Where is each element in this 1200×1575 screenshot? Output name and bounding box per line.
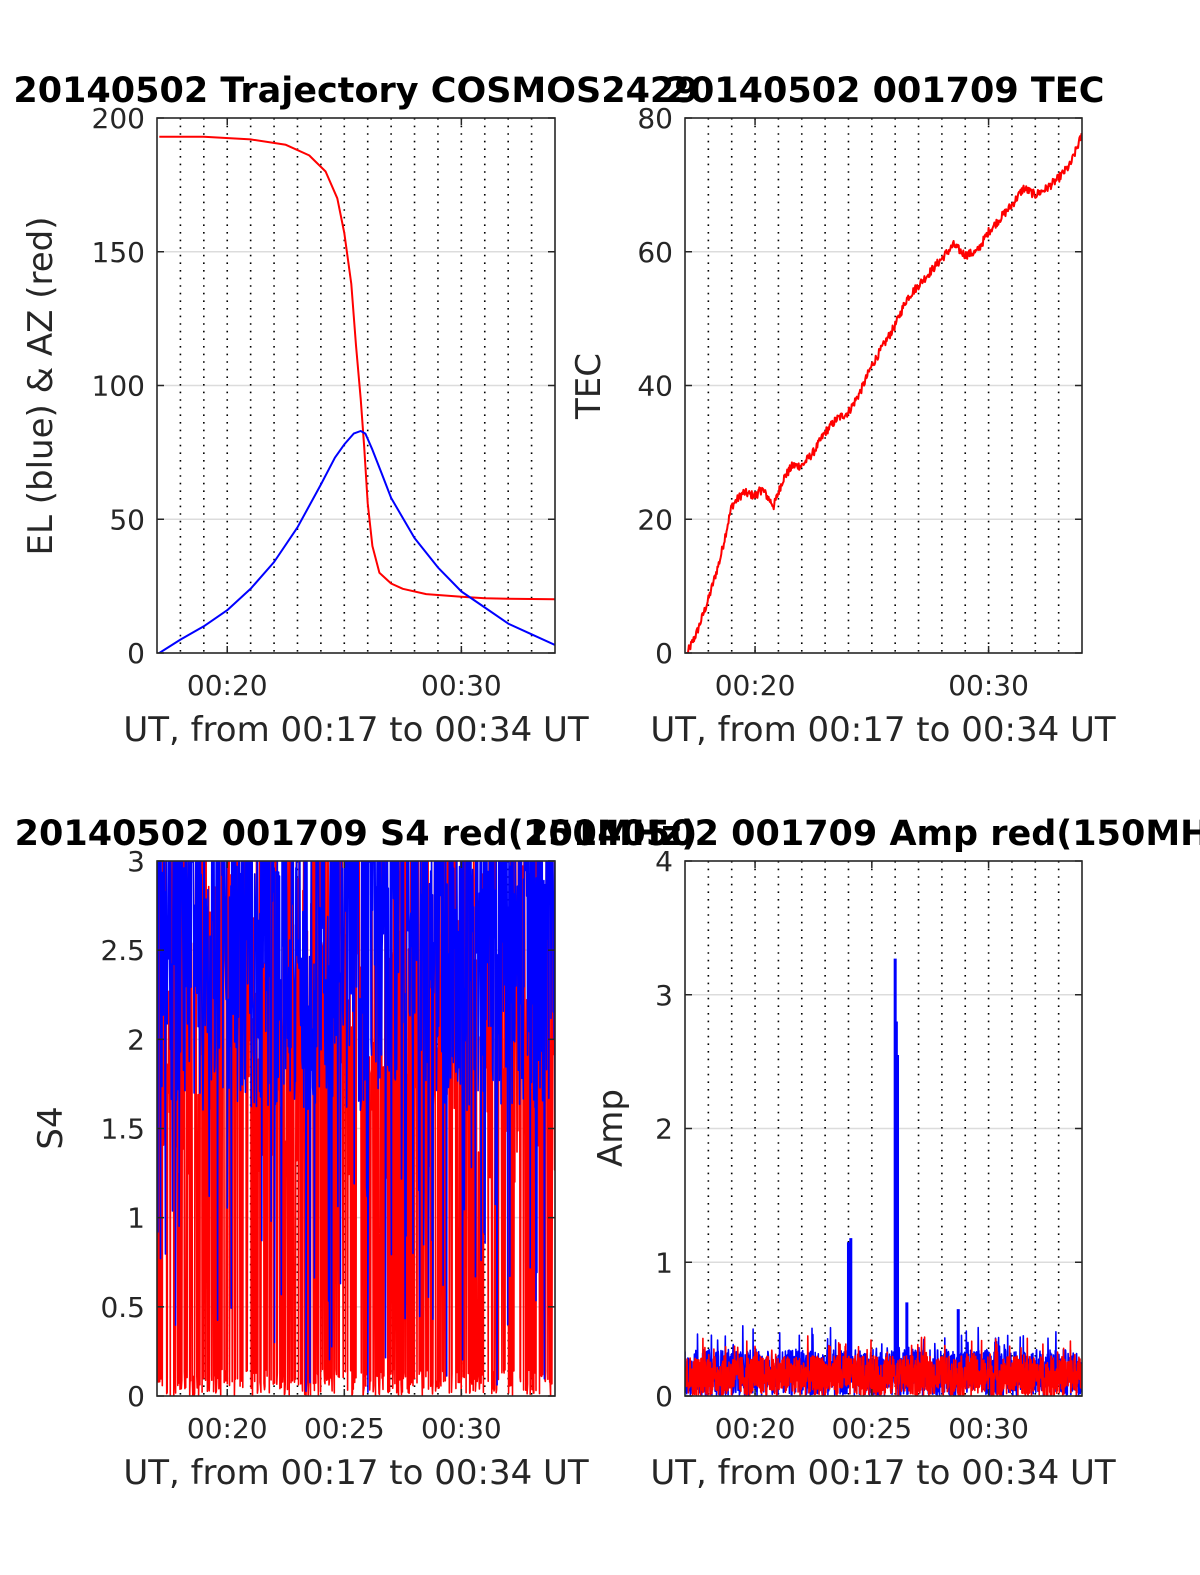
x-tick-label: 00:20: [715, 669, 796, 702]
x-axis-label: UT, from 00:17 to 00:34 UT: [650, 1453, 1116, 1493]
y-tick-label: 4: [655, 845, 673, 878]
y-axis-label: EL (blue) & AZ (red): [21, 216, 61, 555]
y-tick-label: 0.5: [100, 1291, 145, 1324]
y-tick-label: 50: [109, 503, 145, 536]
y-tick-label: 100: [92, 370, 145, 403]
x-tick-label: 00:20: [187, 1412, 268, 1445]
y-tick-label: 1: [655, 1246, 673, 1279]
plot-lines: [158, 135, 555, 653]
y-tick-label: 3: [655, 979, 673, 1012]
chart-title: 20140502 001709 TEC: [666, 71, 1105, 111]
chart-title: 20140502 001709 S4 red(150MHz): [15, 814, 698, 854]
chart-panel-3: 0 0.5 1 1.5 2 2.5 3 00:20 00:25 00:30 20140502 001…: [15, 814, 698, 1493]
series-line-2: [157, 861, 555, 1393]
y-tick-label: 0: [655, 1380, 673, 1413]
x-tick-label: 00:30: [948, 669, 1029, 702]
y-tick-label: 0: [127, 637, 145, 670]
x-tick-label: 00:25: [304, 1412, 385, 1445]
x-tick-label: 00:25: [831, 1412, 912, 1445]
x-axis-label: UT, from 00:17 to 00:34 UT: [650, 710, 1116, 750]
y-axis-label: TEC: [569, 353, 609, 420]
x-tick-label: 00:20: [187, 669, 268, 702]
y-tick-label: 80: [637, 102, 673, 135]
y-tick-label: 2: [127, 1023, 145, 1056]
y-tick-label: 2.5: [100, 934, 145, 967]
y-tick-label: 40: [637, 370, 673, 403]
x-axis-label: UT, from 00:17 to 00:34 UT: [123, 1453, 589, 1493]
y-tick-label: 0: [655, 637, 673, 670]
y-tick-label: 60: [637, 236, 673, 269]
plot-lines: [685, 958, 1082, 1396]
x-tick-label: 00:30: [421, 1412, 502, 1445]
y-tick-label: 1.5: [100, 1113, 145, 1146]
chart-title: 20140502 001709 Amp red(150MHz): [524, 814, 1200, 854]
series-line-2: [158, 430, 555, 653]
y-tick-label: 200: [92, 102, 145, 135]
x-tick-label: 00:30: [948, 1412, 1029, 1445]
y-tick-label: 0: [127, 1380, 145, 1413]
y-tick-label: 3: [127, 845, 145, 878]
y-tick-label: 1: [127, 1202, 145, 1235]
y-tick-label: 20: [637, 503, 673, 536]
plot-lines: [686, 132, 1082, 653]
chart-panel-4: 0 1 2 3 4 00:20 00:25 00:30 20140502 001709 Amp …: [524, 814, 1200, 1493]
series-line-2: [685, 1335, 1082, 1396]
y-tick-label: 2: [655, 1113, 673, 1146]
chart-title: 20140502 Trajectory COSMOS2429: [13, 71, 698, 111]
y-axis-label: Amp: [591, 1089, 631, 1167]
chart-panel-2: 0 20 40 60 80 00:20 00:30 20140502 001709 TEC UT…: [569, 71, 1116, 750]
plot-lines: [157, 861, 555, 1396]
series-line-1: [159, 135, 555, 601]
y-tick-label: 150: [92, 236, 145, 269]
x-tick-label: 00:30: [421, 669, 502, 702]
y-axis-label: S4: [31, 1106, 71, 1149]
x-axis-label: UT, from 00:17 to 00:34 UT: [123, 710, 589, 750]
x-tick-label: 00:20: [715, 1412, 796, 1445]
series-line-1: [686, 132, 1082, 653]
